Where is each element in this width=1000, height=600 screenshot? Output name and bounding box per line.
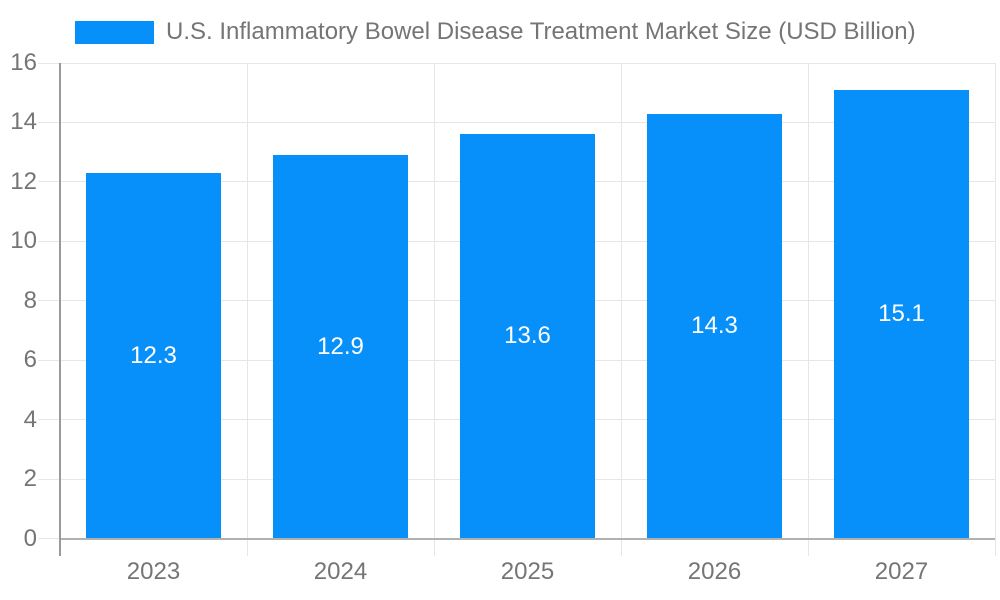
bar[interactable] [460,134,595,539]
x-axis-tick-label: 2024 [313,558,368,585]
y-axis-tick-label: 12 [10,167,37,195]
y-axis-tick-label: 6 [23,346,37,374]
y-axis-tick-label: 4 [23,405,37,433]
bar-value-label: 12.9 [317,332,364,360]
legend-label: U.S. Inflammatory Bowel Disease Treatmen… [166,18,916,45]
gridline-vertical [807,63,809,556]
y-axis-tick-label: 14 [10,108,37,136]
legend: U.S. Inflammatory Bowel Disease Treatmen… [75,18,916,45]
x-axis-tick-label: 2026 [687,558,742,585]
bar[interactable] [647,113,782,539]
legend-swatch [75,20,154,44]
bar[interactable] [834,89,969,539]
y-axis-line [59,63,61,556]
gridline-vertical [246,63,248,556]
bar-value-label: 14.3 [691,312,738,339]
gridline-vertical [433,63,435,556]
gridline-vertical [620,63,622,556]
gridline-vertical [994,63,996,556]
y-axis-tick-label: 16 [10,49,37,76]
x-axis-tick-label: 2027 [874,558,929,585]
bar[interactable] [86,172,221,539]
x-axis-tick-label: 2023 [126,558,181,585]
y-axis-tick-label: 8 [23,286,37,314]
bar-value-label: 15.1 [878,300,925,328]
y-axis-tick-label: 0 [23,524,37,552]
x-axis-tick-label: 2025 [500,558,555,585]
bar[interactable] [273,155,408,539]
y-axis-tick-label: 10 [10,227,37,255]
gridline-horizontal [38,62,995,64]
x-axis-baseline [60,537,995,540]
bar-value-label: 13.6 [504,322,551,350]
bar-value-label: 12.3 [130,341,177,369]
gridline-horizontal [38,121,995,123]
y-axis-tick [38,538,60,539]
y-axis-tick-label: 2 [23,465,37,493]
